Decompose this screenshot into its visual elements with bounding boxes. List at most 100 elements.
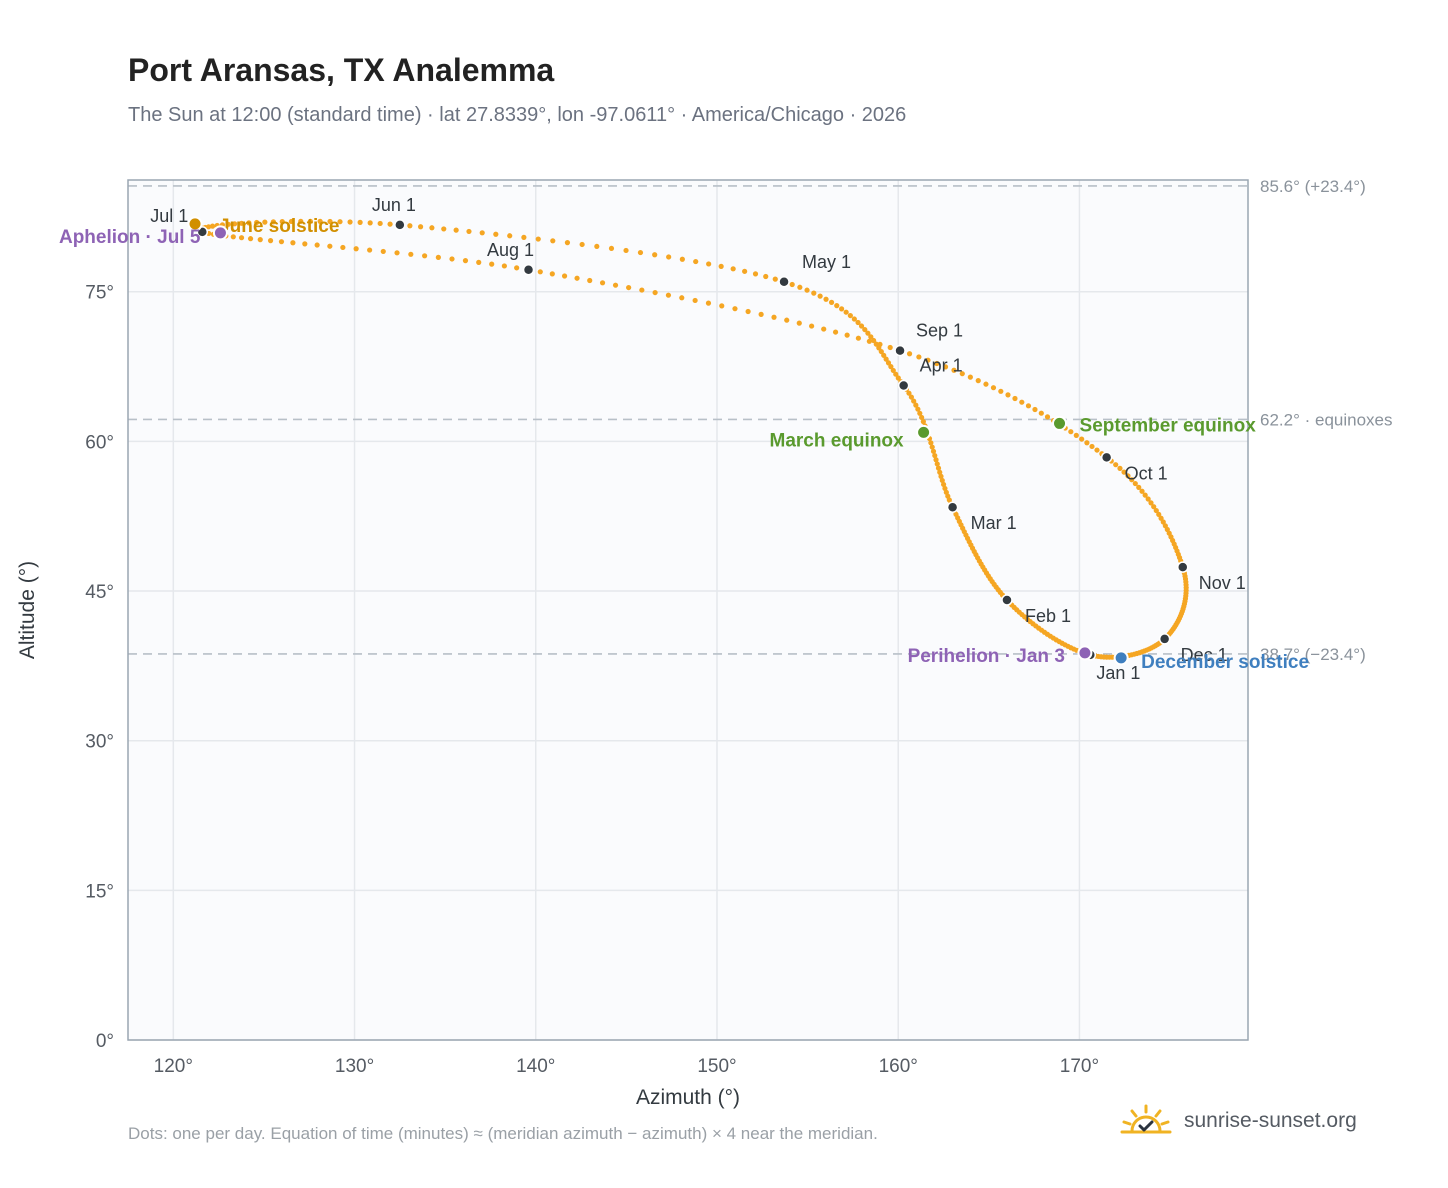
sun-check-icon	[1120, 1104, 1172, 1134]
daily-sun-dot	[1113, 462, 1119, 468]
daily-sun-dot	[789, 281, 795, 288]
daily-sun-dot	[967, 374, 973, 380]
daily-sun-dot	[823, 296, 829, 302]
y-tick-label: 75°	[85, 283, 114, 304]
daily-sun-dot	[307, 218, 313, 224]
daily-sun-dot	[938, 473, 944, 479]
daily-sun-dot	[302, 241, 308, 247]
daily-sun-dot	[942, 485, 948, 492]
daily-sun-dot	[928, 440, 934, 446]
daily-sun-dot	[890, 367, 896, 374]
daily-sun-dot	[1117, 465, 1123, 471]
daily-sun-dot	[652, 252, 658, 258]
month-marker-label: Jun 1	[372, 195, 416, 215]
daily-sun-dot	[940, 481, 947, 488]
month-marker-dot	[778, 276, 790, 288]
daily-sun-dot	[915, 406, 921, 412]
daily-sun-dot	[230, 234, 236, 240]
daily-sun-dot	[1032, 406, 1038, 413]
month-marker-label: May 1	[802, 252, 851, 272]
month-marker-label: Dec 1	[1181, 645, 1228, 665]
daily-sun-dot	[1012, 395, 1018, 402]
event-marker-label: September equinox	[1080, 415, 1257, 436]
daily-sun-dot	[1019, 399, 1025, 405]
daily-sun-dot	[916, 354, 922, 360]
daily-sun-dot	[387, 221, 393, 227]
daily-sun-dot	[881, 352, 887, 358]
daily-sun-dot	[719, 303, 725, 309]
event-marker-dot	[212, 225, 228, 241]
daily-sun-dot	[535, 236, 541, 242]
daily-sun-dot	[930, 448, 937, 454]
brand-name[interactable]: sunrise-sunset.org	[1184, 1109, 1357, 1132]
daily-sun-dot	[763, 273, 769, 280]
daily-sun-dot	[893, 371, 899, 377]
daily-sun-dot	[868, 334, 874, 340]
daily-sun-dot	[453, 227, 459, 233]
daily-sun-dot	[1094, 447, 1100, 453]
daily-sun-dot	[906, 390, 912, 396]
daily-sun-dot	[1139, 488, 1145, 494]
daily-sun-dot	[935, 465, 942, 471]
daily-sun-dot	[705, 300, 712, 306]
event-marker-label: December solstice	[1141, 652, 1309, 673]
chart-subtitle: The Sun at 12:00 (standard time) · lat 2…	[128, 104, 907, 126]
daily-sun-dot	[975, 378, 981, 384]
daily-sun-dot	[1132, 480, 1138, 487]
daily-sun-dot	[380, 248, 386, 255]
daily-sun-dot	[821, 326, 827, 332]
daily-sun-dot	[466, 228, 472, 235]
daily-sun-dot	[1129, 477, 1135, 483]
daily-sun-dot	[1145, 496, 1151, 502]
daily-sun-dot	[828, 299, 835, 305]
daily-sun-dot	[888, 364, 894, 370]
brand-logo[interactable]: sunrise-sunset.org	[1120, 1104, 1357, 1138]
daily-sun-dot	[1158, 515, 1164, 521]
month-marker-label: Jan 1	[1096, 663, 1140, 683]
daily-sun-dot	[847, 312, 853, 319]
daily-sun-dot	[599, 280, 606, 286]
daily-sun-dot	[834, 303, 840, 309]
daily-sun-dot	[1044, 414, 1051, 420]
daily-sun-dot	[730, 266, 736, 272]
reference-line-label: 85.6° (+23.4°)	[1260, 177, 1366, 196]
daily-sun-dot	[887, 344, 893, 351]
reference-line-label: 38.7° (−23.4°)	[1260, 645, 1366, 664]
month-marker-dot	[946, 501, 959, 513]
daily-sun-dot	[550, 238, 556, 244]
daily-sun-dot	[367, 247, 373, 253]
daily-sun-dot	[209, 223, 216, 229]
x-tick-label: 160°	[879, 1056, 918, 1077]
daily-sun-dot	[878, 348, 884, 355]
daily-sun-dot	[959, 371, 965, 377]
x-axis-label: Azimuth (°)	[636, 1086, 740, 1109]
daily-sun-dot	[932, 452, 938, 459]
daily-sun-dot	[772, 276, 778, 282]
daily-sun-dot	[407, 223, 413, 229]
daily-sun-dot	[943, 489, 949, 495]
chart-title: Port Aransas, TX Analemma	[128, 52, 555, 88]
event-marker-dot	[187, 216, 203, 232]
daily-sun-dot	[866, 338, 872, 344]
daily-sun-dot	[232, 221, 238, 227]
y-tick-label: 45°	[85, 582, 114, 603]
daily-sun-dot	[998, 388, 1004, 394]
daily-sun-dot	[637, 249, 644, 256]
daily-sun-dot	[422, 253, 428, 259]
daily-sun-dot	[871, 337, 877, 344]
event-marker-dot	[1113, 650, 1129, 666]
month-marker-dot	[1177, 561, 1189, 573]
x-axis-ticks: 120° 130° 140° 150° 160° 170°	[154, 1056, 1099, 1077]
daily-sun-dot	[521, 234, 527, 240]
daily-sun-dot	[851, 316, 857, 322]
daily-sun-dot	[665, 292, 672, 298]
event-markers: March equinox September equinox June solst…	[59, 216, 1309, 673]
daily-sun-dot	[1025, 403, 1032, 409]
x-tick-label: 170°	[1060, 1056, 1099, 1077]
daily-sun-dot	[873, 341, 879, 347]
daily-sun-dot	[693, 258, 699, 265]
daily-sun-dot	[865, 330, 871, 336]
daily-sun-dot	[1136, 484, 1142, 490]
daily-sun-dot	[1153, 507, 1159, 514]
month-marker-dot	[1100, 451, 1113, 464]
